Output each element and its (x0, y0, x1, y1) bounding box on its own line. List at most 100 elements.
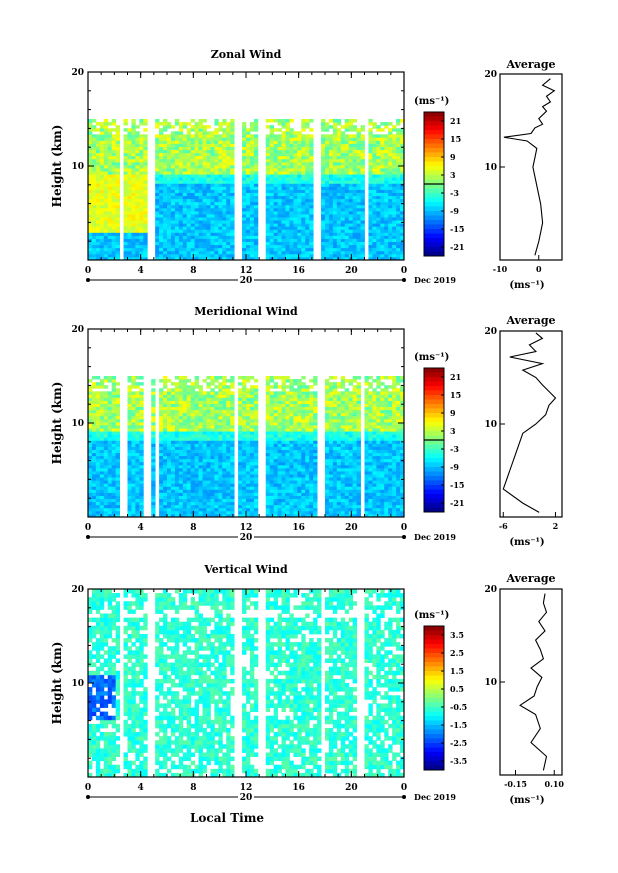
heatmap-cell (352, 241, 357, 246)
heatmap-cell (297, 229, 302, 233)
heatmap-cell (111, 198, 117, 203)
heatmap-cell (182, 125, 188, 129)
heatmap-cell (400, 137, 405, 141)
heatmap-cell (222, 477, 227, 481)
heatmap-cell (127, 140, 132, 144)
heatmap-cell (88, 122, 93, 126)
heatmap-cell (400, 207, 405, 212)
heatmap-cell (269, 412, 275, 417)
heatmap-cell (103, 467, 109, 472)
heatmap-cell (95, 149, 101, 154)
heatmap-cell (230, 495, 235, 500)
heatmap-cell (99, 146, 105, 151)
heatmap-cell (151, 428, 156, 432)
heatmap-cell (273, 195, 278, 200)
heatmap-cell (95, 471, 101, 475)
heatmap-cell (198, 155, 203, 160)
heatmap-cell (218, 189, 223, 193)
heatmap-cell (107, 241, 113, 246)
heatmap-cell (344, 226, 350, 230)
heatmap-cell (95, 498, 101, 503)
heatmap-cell (202, 168, 207, 172)
heatmap-cell (206, 391, 211, 395)
heatmap-cell (167, 201, 172, 206)
colorbar-segment (424, 125, 444, 131)
heatmap-cell (88, 415, 93, 420)
heatmap-cell (218, 204, 223, 209)
heatmap-cell (340, 152, 346, 157)
heatmap-cell (368, 232, 373, 236)
heatmap-cell (202, 137, 207, 141)
heatmap-cell (242, 204, 247, 209)
heatmap-cell (143, 146, 148, 151)
heatmap-cell (159, 449, 164, 454)
heatmap-cell (360, 210, 365, 215)
heatmap-cell (95, 394, 101, 398)
heatmap-cell (202, 406, 207, 411)
heatmap-cell (127, 464, 132, 469)
heatmap-cell (352, 192, 357, 197)
heatmap-cell (127, 437, 132, 441)
heatmap-cell (198, 440, 203, 444)
heatmap-cell (174, 220, 180, 224)
heatmap-cell (226, 235, 231, 239)
heatmap-cell (328, 253, 334, 258)
heatmap-cell (178, 513, 184, 518)
heatmap-cell (167, 412, 172, 417)
heatmap-cell (170, 397, 176, 401)
heatmap-cell (135, 189, 140, 193)
heatmap-cell (249, 406, 255, 411)
heatmap-cell (95, 376, 101, 380)
heatmap-cell (249, 192, 255, 197)
heatmap-cell (301, 214, 306, 218)
heatmap-cell (305, 232, 310, 236)
heatmap-cell (301, 207, 306, 212)
heatmap-cell (372, 161, 377, 166)
heatmap-cell (131, 403, 136, 408)
heatmap-cell (242, 134, 247, 138)
heatmap-cell (178, 137, 184, 141)
heatmap-cell (95, 455, 101, 460)
heatmap-cell (340, 180, 346, 184)
heatmap-cell (174, 403, 180, 408)
heatmap-cell (344, 195, 350, 200)
heatmap-cell (384, 183, 389, 187)
heatmap-cell (206, 492, 211, 496)
heatmap-cell (388, 180, 393, 184)
heatmap-cell (242, 226, 247, 230)
heatmap-cell (328, 177, 334, 181)
heatmap-cell (218, 452, 223, 457)
heatmap-cell (344, 155, 350, 160)
heatmap-cell (218, 180, 223, 184)
heatmap-cell (344, 235, 350, 239)
heatmap-cell (159, 461, 164, 466)
heatmap-cell (226, 183, 231, 187)
heatmap-cell (151, 412, 156, 417)
heatmap-cell (186, 155, 192, 160)
heatmap-cell (325, 247, 330, 252)
heatmap-cell (325, 155, 330, 160)
heatmap-cell (186, 425, 192, 429)
heatmap-cell (238, 455, 243, 460)
heatmap-cell (115, 250, 120, 255)
heatmap-cell (309, 207, 314, 212)
colorbar-segment (424, 179, 444, 185)
heatmap-cell (107, 137, 113, 141)
heatmap-cell (88, 492, 93, 496)
heatmap-cell (139, 164, 144, 169)
heatmap-cell (139, 220, 144, 224)
heatmap-cell (253, 143, 259, 147)
heatmap-cell (246, 510, 251, 515)
heatmap-cell (178, 238, 184, 243)
heatmap-cell (249, 495, 255, 500)
heatmap-cell (170, 464, 176, 469)
heatmap-cell (167, 155, 172, 160)
heatmap-cell (139, 241, 144, 246)
heatmap-cell (336, 226, 342, 230)
heatmap-cell (380, 122, 385, 126)
heatmap-cell (301, 235, 306, 239)
heatmap-cell (273, 180, 278, 184)
heatmap-cell (376, 164, 381, 169)
heatmap-cell (210, 168, 215, 172)
heatmap-cell (163, 195, 168, 200)
